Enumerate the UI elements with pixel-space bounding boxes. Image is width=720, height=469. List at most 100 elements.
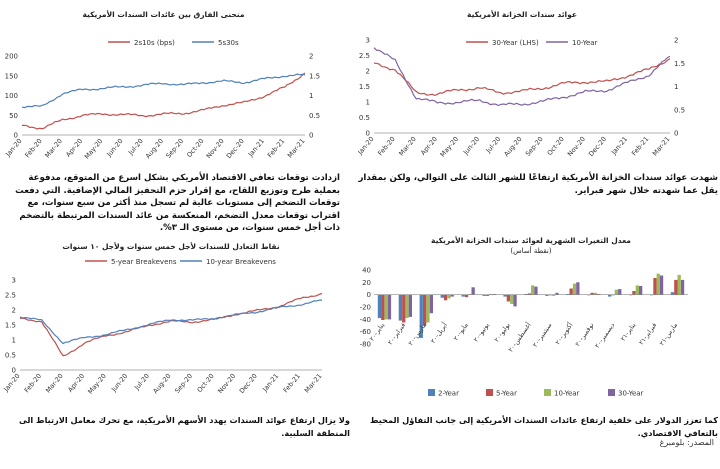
legend-label: 2-Year <box>438 390 459 398</box>
bar-10-year <box>551 294 556 296</box>
x-tick-label: مايو-٢٠ <box>452 321 470 342</box>
bar-5-year <box>423 294 427 326</box>
y-tick-label-left: 0 <box>14 132 18 140</box>
bar-5-year <box>569 288 573 295</box>
x-tick-label: Jun-20 <box>461 135 481 157</box>
chart-title: معدل التغيرات الشهرية لعوائد سندات الخزا… <box>431 236 631 245</box>
bar-2-year <box>398 294 402 321</box>
bar-2-year <box>545 294 549 296</box>
bar-10-year <box>593 292 598 295</box>
bar-2-year <box>566 294 570 295</box>
bar-30-year <box>534 286 538 295</box>
y-tick-label-left: 0.5 <box>359 114 370 122</box>
x-tick-label: يوليو-٢٠ <box>493 321 512 344</box>
legend-label: 30-Year (LHS) <box>492 39 539 47</box>
bar-5-year <box>485 294 490 296</box>
bar-5-year <box>632 291 636 295</box>
x-tick-label: أبريل-٢٠ <box>428 320 449 344</box>
bar-5-year <box>402 294 406 323</box>
chart-breakevens: نقاط التعادل للسندات لأجل خمس سنوات ولأج… <box>1 242 324 396</box>
legend-swatch <box>428 389 435 396</box>
x-tick-label: Jul-20 <box>484 135 503 155</box>
x-tick-label: أكتوبر-٢٠ <box>553 320 575 346</box>
y-tick-label-right: 0.5 <box>674 106 685 114</box>
series-line-10-year <box>373 47 671 107</box>
x-tick-label: Oct-20 <box>546 135 566 157</box>
bar-10-year <box>447 294 451 299</box>
caption-dollar: كما تعزز الدولار على خلفية ارتفاع عائدات… <box>369 415 718 438</box>
x-tick-label: مارس-٢٠ <box>407 321 428 347</box>
bar-5-year <box>590 292 594 295</box>
legend-label: 10-year Breakevens <box>206 258 276 266</box>
y-tick-label-left: 1.5 <box>5 322 16 330</box>
x-tick-label: Jan-20 <box>358 135 376 157</box>
y-tick-label: -20 <box>360 304 371 312</box>
x-tick-label: Mar-21 <box>303 372 324 394</box>
x-tick-label: Oct-20 <box>195 372 215 394</box>
x-tick-label: Dec-20 <box>587 135 608 158</box>
x-tick-label: Jul-20 <box>132 372 151 392</box>
chart-subtitle: (نقطة أساس) <box>510 246 551 255</box>
y-tick-label: -60 <box>360 328 371 336</box>
x-tick-label: فبراير-٢١ <box>637 321 658 346</box>
bar-30-year <box>429 294 433 314</box>
legend-label: 30-Year <box>618 390 644 398</box>
bar-5-year <box>674 279 678 295</box>
bar-10-year <box>531 285 535 295</box>
legend-swatch <box>608 389 615 396</box>
bar-10-year <box>405 294 409 319</box>
series-line-5s30s <box>21 73 306 109</box>
bar-10-year <box>384 294 388 320</box>
x-tick-label: Feb-20 <box>23 372 43 394</box>
bar-30-year <box>471 287 475 295</box>
y-tick-label: -80 <box>360 341 371 349</box>
x-tick-label: Apr-20 <box>419 135 439 157</box>
x-tick-label: Nov-20 <box>216 372 237 395</box>
y-tick-label: 0 <box>367 291 371 299</box>
x-tick-label: Sep-20 <box>524 135 545 158</box>
source-note: المصدر: بلومبرغ <box>659 438 714 447</box>
legend-swatch <box>486 389 493 396</box>
y-tick-label-left: 150 <box>5 72 18 80</box>
bar-30-year <box>618 289 622 295</box>
legend-label: 2s10s (bps) <box>134 39 175 47</box>
bar-10-year <box>510 294 514 304</box>
x-tick-label: Jan-21 <box>246 137 266 159</box>
bar-5-year <box>527 293 531 295</box>
x-tick-label: Mar-20 <box>44 372 65 394</box>
x-tick-label: مارس-٢١ <box>658 321 679 347</box>
chart-spread: منحنى الفارق بين عائدات السندات الأمريكي… <box>3 10 320 161</box>
x-tick-label: Dec-20 <box>225 137 246 160</box>
x-tick-label: ديسمبر-٢٠ <box>593 321 616 350</box>
bar-30-year <box>555 292 559 295</box>
x-tick-label: Mar-21 <box>286 137 307 159</box>
legend-label: 10-Year <box>554 390 580 398</box>
y-tick-label-right: 2 <box>674 37 678 45</box>
y-tick-label-left: 2 <box>366 68 370 76</box>
bar-2-year <box>670 292 675 295</box>
x-tick-label: Aug-20 <box>151 372 172 395</box>
y-tick-label: 20 <box>362 279 371 287</box>
caption-correlation: ولا يزال ارتفاع عوائد السندات يهدد الأسه… <box>19 415 350 438</box>
x-tick-label: Feb-21 <box>282 372 302 394</box>
bar-30-year <box>597 294 601 295</box>
y-tick-label-left: 2.5 <box>359 52 370 60</box>
x-tick-label: Feb-21 <box>266 137 286 159</box>
x-tick-label: May-20 <box>86 372 108 395</box>
y-tick-label: -40 <box>360 316 371 324</box>
x-tick-label: Aug-20 <box>502 135 523 158</box>
x-tick-label: Nov-20 <box>566 135 587 158</box>
x-tick-label: Aug-20 <box>144 137 165 160</box>
y-tick-label-right: 1.5 <box>309 72 320 80</box>
legend-label: 5-year Breakevens <box>111 258 177 266</box>
series-line-30-year-lhs- <box>373 58 671 97</box>
legend-label: 5-Year <box>496 390 517 398</box>
x-tick-label: Jan-20 <box>1 372 21 394</box>
x-tick-label: Jan-21 <box>609 135 629 157</box>
bar-30-year <box>387 294 392 320</box>
bar-10-year <box>468 294 472 295</box>
y-tick-label-right: 1 <box>674 83 678 91</box>
bar-10-year <box>635 285 639 295</box>
x-tick-label: فبراير-٢٠ <box>386 321 407 346</box>
bar-30-year <box>659 275 664 295</box>
